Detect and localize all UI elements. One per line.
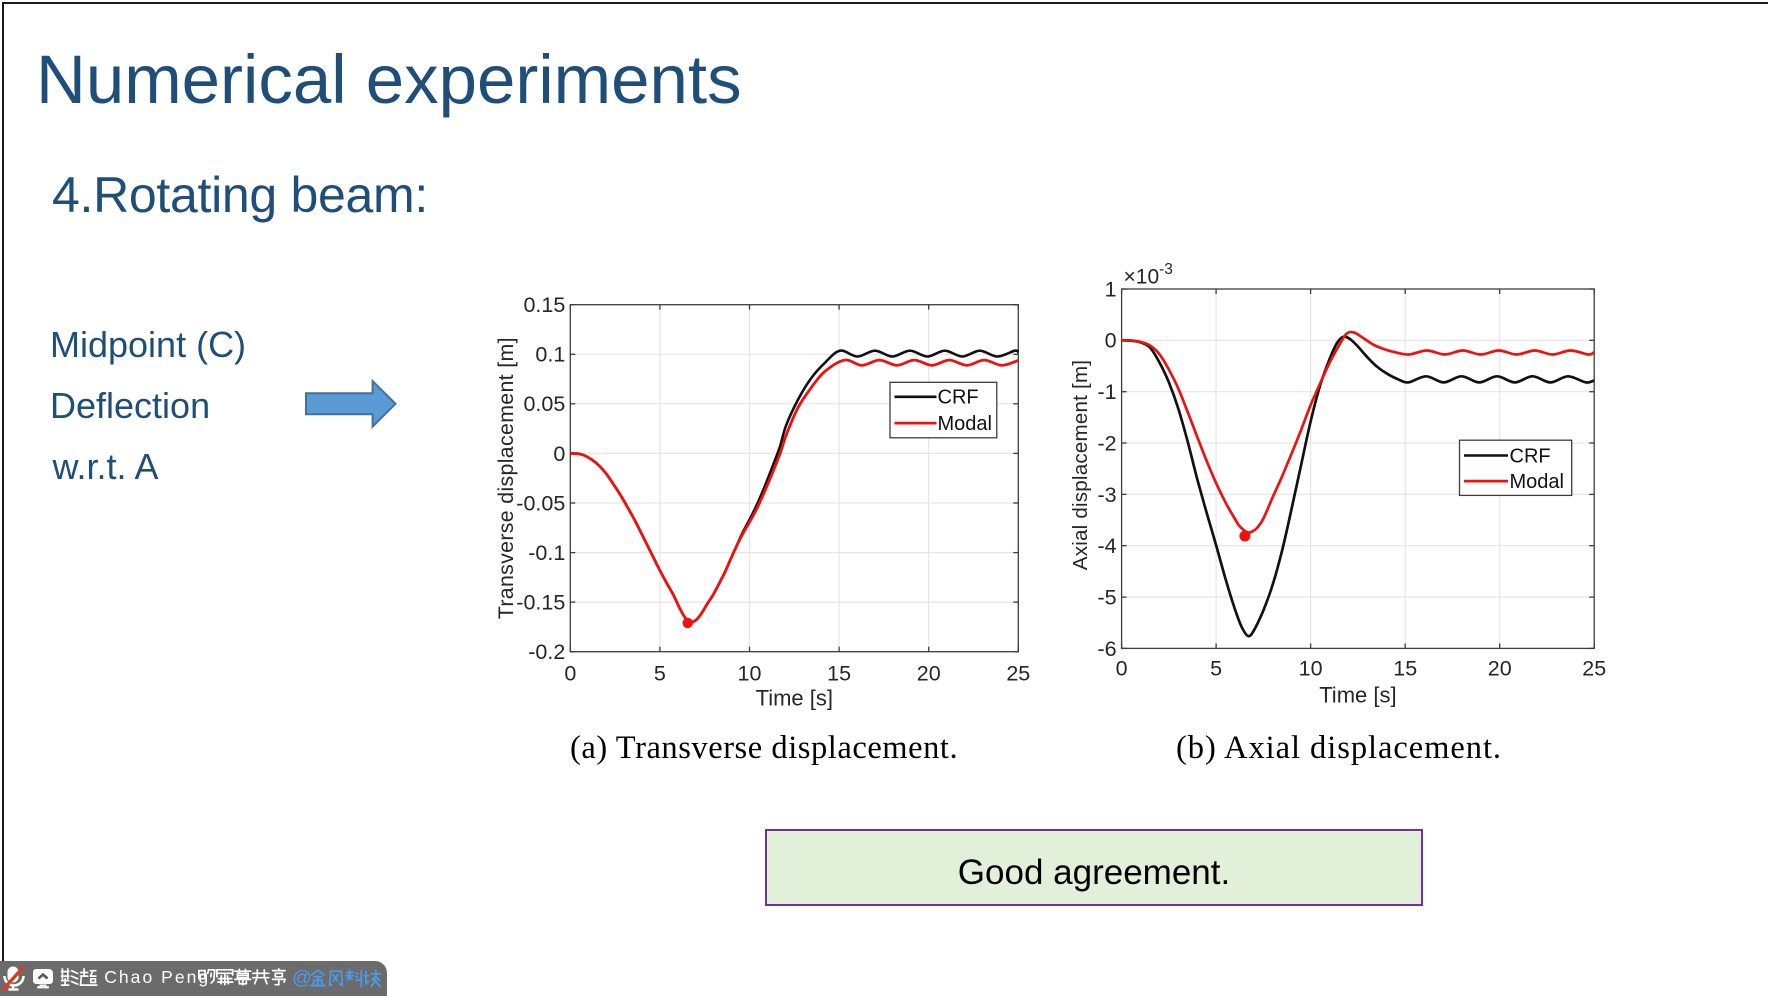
- svg-text:CRF: CRF: [938, 387, 979, 409]
- svg-text:Axial displacement [m]: Axial displacement [m]: [1069, 360, 1092, 570]
- svg-text:0.05: 0.05: [523, 392, 565, 416]
- svg-text:20: 20: [1488, 657, 1512, 681]
- svg-text:-3: -3: [1097, 483, 1116, 507]
- svg-text:CRF: CRF: [1510, 445, 1551, 467]
- svg-text:-5: -5: [1097, 586, 1116, 610]
- svg-text:-1: -1: [1097, 380, 1116, 404]
- svg-text:-0.15: -0.15: [516, 591, 565, 615]
- svg-text:-6: -6: [1097, 637, 1116, 661]
- svg-text:15: 15: [827, 661, 851, 685]
- svg-text:-2: -2: [1097, 431, 1116, 455]
- svg-text:10: 10: [1299, 657, 1323, 681]
- svg-text:Modal: Modal: [1510, 471, 1564, 493]
- svg-text:0: 0: [564, 661, 576, 685]
- svg-text:1: 1: [1105, 277, 1117, 301]
- svg-text:-0.2: -0.2: [528, 640, 565, 664]
- svg-text:@: @: [292, 967, 312, 989]
- svg-text:10: 10: [738, 661, 762, 685]
- svg-text:Time [s]: Time [s]: [1319, 682, 1396, 707]
- svg-text:0: 0: [1116, 657, 1128, 681]
- svg-text:-0.1: -0.1: [528, 541, 565, 565]
- svg-text:0.1: 0.1: [535, 343, 565, 367]
- svg-text:Modal: Modal: [938, 413, 992, 435]
- svg-text:5: 5: [654, 661, 666, 685]
- svg-text:Transverse displacement [m]: Transverse displacement [m]: [494, 337, 518, 619]
- svg-text:15: 15: [1393, 657, 1417, 681]
- svg-text:0: 0: [553, 442, 565, 466]
- svg-text:Chao Peng: Chao Peng: [104, 967, 210, 987]
- svg-text:5: 5: [1210, 657, 1222, 681]
- svg-text:20: 20: [917, 661, 941, 685]
- svg-text:0.15: 0.15: [523, 293, 565, 317]
- svg-text:-4: -4: [1097, 534, 1116, 558]
- svg-text:Time [s]: Time [s]: [756, 686, 833, 711]
- svg-text:-0.05: -0.05: [516, 491, 565, 515]
- svg-text:0: 0: [1105, 329, 1117, 353]
- svg-text:25: 25: [1006, 661, 1030, 685]
- svg-text:×10-3: ×10-3: [1124, 261, 1173, 289]
- svg-text:25: 25: [1582, 657, 1606, 681]
